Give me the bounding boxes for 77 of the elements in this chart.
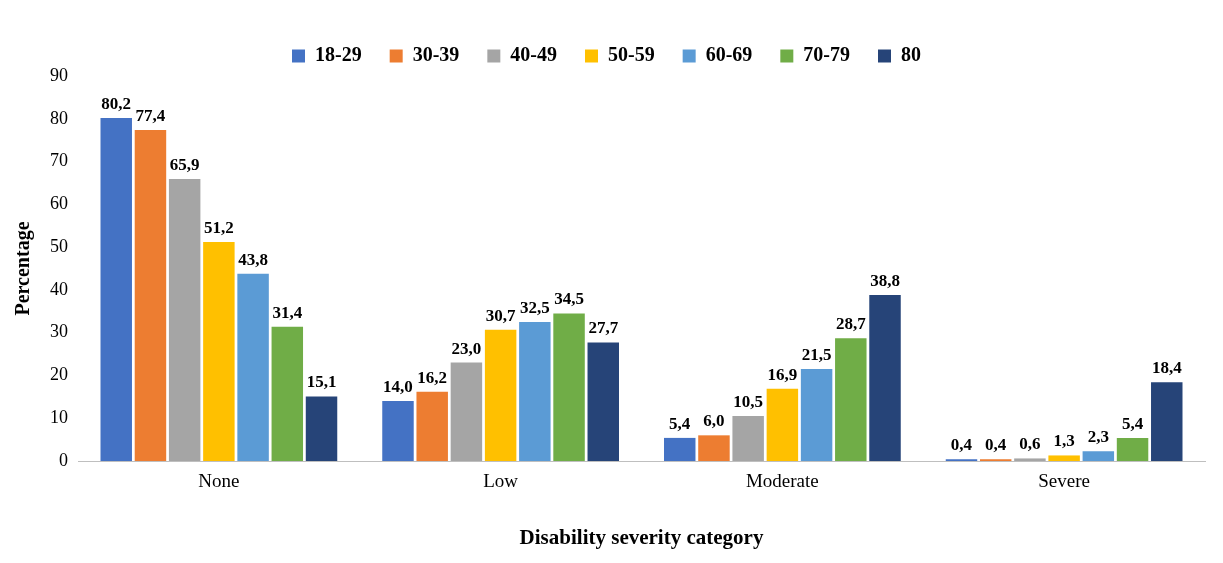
bar	[698, 435, 730, 461]
data-label: 5,4	[669, 413, 691, 433]
bar	[450, 362, 483, 461]
data-label: 1,3	[1053, 431, 1075, 451]
data-label: 21,5	[801, 344, 832, 364]
data-label: 23,0	[451, 338, 482, 358]
data-label: 43,8	[238, 249, 268, 269]
data-label: 31,4	[272, 302, 303, 322]
bar	[1151, 382, 1183, 461]
data-label: 16,2	[417, 367, 448, 387]
bar	[1014, 458, 1046, 461]
y-tick-label: 50	[50, 235, 68, 256]
legend-label: 50-59	[608, 43, 655, 66]
legend-label: 80	[900, 43, 921, 66]
bar	[869, 295, 901, 461]
data-label: 16,9	[767, 364, 798, 384]
bar	[1082, 451, 1115, 461]
bar	[1048, 455, 1080, 461]
bar	[237, 273, 269, 461]
legend-label: 70-79	[803, 43, 850, 66]
y-tick-label: 60	[50, 193, 68, 214]
bar	[553, 313, 585, 461]
data-label: 0,4	[950, 435, 973, 455]
bar	[203, 241, 235, 461]
data-label: 34,5	[554, 289, 584, 309]
bar	[271, 326, 304, 461]
bar	[835, 338, 867, 461]
data-label: 65,9	[169, 154, 200, 174]
y-tick-label: 90	[50, 64, 68, 85]
y-tick-label: 0	[59, 449, 68, 470]
data-label: 51,2	[204, 217, 234, 237]
bar	[664, 437, 696, 461]
data-label: 15,1	[306, 372, 337, 392]
bar	[100, 117, 132, 461]
legend-label: 30-39	[412, 43, 460, 66]
bar	[1116, 437, 1149, 461]
legend-label: 60-69	[705, 43, 753, 66]
bar	[800, 369, 833, 461]
data-label: 18,4	[1151, 358, 1183, 378]
bar	[484, 329, 517, 461]
data-label: 32,5	[519, 297, 550, 317]
data-label: 0,6	[1019, 434, 1041, 454]
x-axis-title: Disability severity category	[519, 524, 764, 549]
data-label: 27,7	[588, 318, 619, 338]
data-label: 30,7	[485, 305, 516, 325]
data-label: 0,4	[985, 435, 1007, 455]
y-tick-label: 40	[50, 278, 68, 299]
data-label: 2,3	[1087, 427, 1109, 447]
x-tick-label: Severe	[1038, 470, 1090, 492]
data-label: 5,4	[1121, 413, 1144, 433]
data-label: 14,0	[383, 377, 413, 396]
bar	[168, 179, 201, 461]
x-tick-label: Moderate	[745, 470, 819, 492]
legend-label: 18-29	[315, 43, 362, 66]
y-tick-label: 20	[50, 364, 68, 385]
bar	[305, 396, 338, 461]
x-tick-label: Low	[483, 470, 519, 492]
data-label: 38,8	[870, 270, 900, 290]
bar	[519, 321, 551, 461]
data-label: 6,0	[703, 411, 725, 431]
bar	[416, 391, 448, 461]
data-label: 77,4	[135, 105, 166, 125]
bar	[382, 401, 414, 461]
y-tick-label: 70	[50, 150, 68, 171]
bar	[766, 388, 799, 461]
bar	[732, 416, 764, 461]
y-axis-title: Percentage	[11, 221, 35, 316]
y-tick-label: 10	[50, 406, 68, 427]
data-label: 80,2	[101, 93, 132, 113]
bar	[134, 129, 167, 461]
y-tick-label: 80	[50, 107, 68, 128]
data-label: 10,5	[733, 391, 764, 411]
bar	[587, 342, 619, 461]
legend-label: 40-49	[510, 43, 558, 66]
y-tick-label: 30	[50, 321, 68, 342]
x-tick-label: None	[198, 470, 240, 492]
data-label: 28,7	[835, 314, 867, 334]
